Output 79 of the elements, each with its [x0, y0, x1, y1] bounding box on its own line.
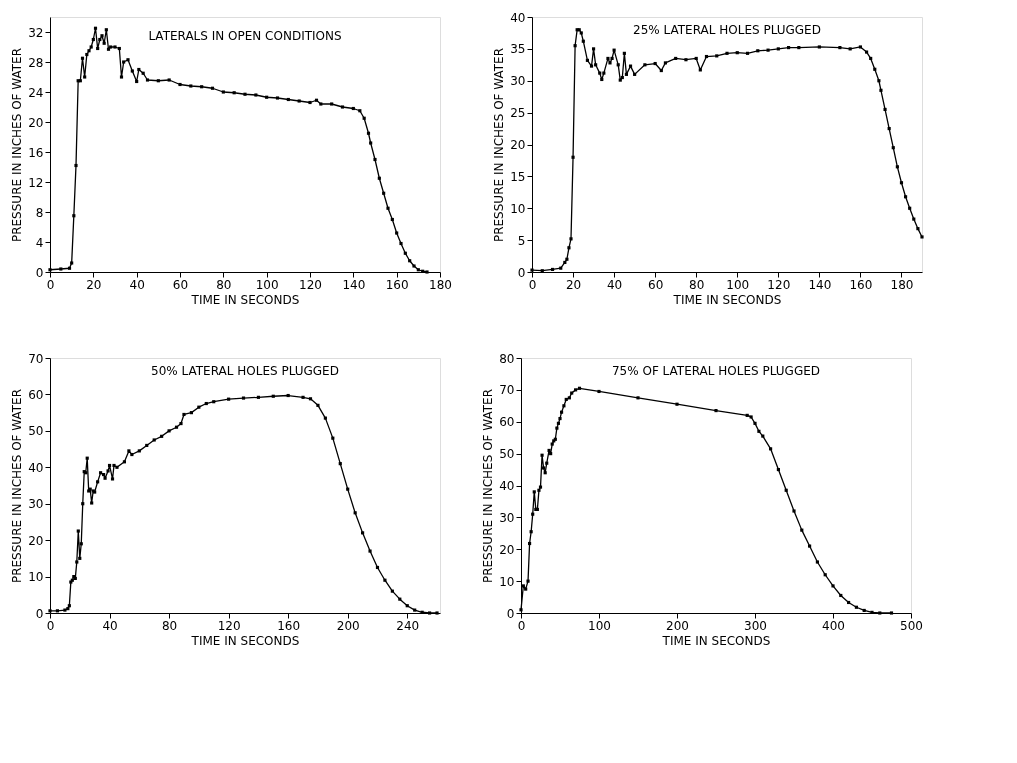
y-tick-label: 50	[28, 424, 44, 439]
x-tick-label: 500	[900, 618, 923, 633]
y-tick-label: 0	[35, 606, 44, 621]
x-tick-label: 40	[102, 618, 118, 633]
x-axis-title: TIME IN SECONDS	[661, 633, 771, 648]
x-tick-label: 60	[172, 277, 189, 292]
y-axis-title: PRESSURE IN INCHES OF WATER	[10, 388, 25, 584]
y-tick-label: 20	[499, 542, 515, 557]
x-tick-label: 40	[606, 277, 623, 292]
y-tick-label: 12	[28, 175, 44, 190]
x-tick-label: 20	[565, 277, 582, 292]
x-tick-label: 0	[46, 277, 55, 292]
x-axis-title: TIME IN SECONDS	[190, 292, 300, 307]
x-tick-label: 200	[666, 618, 689, 633]
x-tick-label: 100	[255, 277, 279, 292]
x-tick-label: 240	[396, 618, 420, 633]
x-tick-label: 180	[890, 277, 914, 292]
x-tick-label: 100	[726, 277, 750, 292]
y-tick-label: 5	[517, 233, 526, 248]
y-tick-label: 8	[35, 205, 44, 220]
x-tick-label: 180	[429, 277, 452, 292]
x-tick-label: 140	[342, 277, 366, 292]
x-tick-label: 300	[744, 618, 767, 633]
y-tick-label: 28	[28, 55, 44, 70]
y-tick-label: 15	[510, 169, 526, 184]
text: LATERALS IN OPEN CONDITIONS	[148, 29, 342, 43]
y-tick-label: 10	[499, 574, 515, 589]
y-tick-label: 25	[510, 106, 526, 121]
y-tick-label: 35	[510, 42, 526, 57]
x-tick-label: 80	[689, 277, 705, 292]
y-tick-label: 70	[499, 383, 515, 398]
y-tick-label: 0	[506, 606, 515, 621]
y-tick-label: 40	[28, 460, 44, 475]
x-tick-label: 120	[217, 618, 241, 633]
y-tick-label: 60	[499, 415, 515, 430]
x-tick-label: 40	[129, 277, 145, 292]
y-tick-label: 4	[35, 235, 44, 250]
y-tick-label: 70	[28, 351, 44, 366]
y-tick-label: 16	[28, 145, 44, 160]
y-tick-label: 20	[28, 115, 44, 130]
y-tick-label: 0	[35, 265, 44, 280]
x-tick-label: 120	[299, 277, 322, 292]
y-tick-label: 20	[510, 138, 526, 152]
y-tick-label: 24	[28, 85, 44, 100]
y-tick-label: 80	[499, 351, 515, 366]
x-tick-label: 200	[336, 618, 360, 633]
x-tick-label: 160	[277, 618, 301, 633]
x-axis-title: TIME IN SECONDS	[672, 292, 782, 307]
y-tick-label: 30	[28, 497, 44, 512]
y-tick-label: 0	[517, 265, 526, 280]
x-tick-label: 400	[822, 618, 845, 633]
y-tick-label: 50	[499, 447, 515, 462]
x-tick-label: 140	[808, 277, 832, 292]
x-tick-label: 60	[648, 277, 664, 292]
x-axis-title: TIME IN SECONDS	[190, 633, 300, 648]
y-tick-label: 40	[510, 10, 526, 25]
x-tick-label: 160	[385, 277, 409, 292]
y-tick-label: 30	[510, 74, 526, 89]
y-tick-label: 40	[499, 479, 515, 493]
x-tick-label: 0	[528, 277, 537, 292]
x-tick-label: 20	[86, 277, 102, 292]
x-tick-label: 80	[161, 618, 178, 633]
text: 50% LATERAL HOLES PLUGGED	[151, 364, 339, 378]
x-tick-label: 0	[46, 618, 55, 633]
y-tick-label: 30	[499, 510, 515, 525]
x-tick-label: 100	[588, 618, 611, 633]
y-tick-label: 10	[510, 201, 526, 216]
text: 25% LATERAL HOLES PLUGGED	[633, 23, 821, 37]
y-tick-label: 32	[28, 25, 44, 40]
y-tick-label: 10	[28, 570, 44, 585]
x-tick-label: 120	[767, 277, 791, 292]
y-axis-title: PRESSURE IN INCHES OF WATER	[10, 47, 25, 243]
x-tick-label: 80	[216, 277, 232, 292]
y-axis-title: PRESSURE IN INCHES OF WATER	[492, 47, 507, 243]
y-axis-title: PRESSURE IN INCHES OF WATER	[481, 388, 496, 584]
text: 75% OF LATERAL HOLES PLUGGED	[611, 364, 821, 378]
x-tick-label: 160	[849, 277, 873, 292]
y-tick-label: 20	[28, 533, 44, 548]
y-tick-label: 60	[28, 387, 44, 402]
